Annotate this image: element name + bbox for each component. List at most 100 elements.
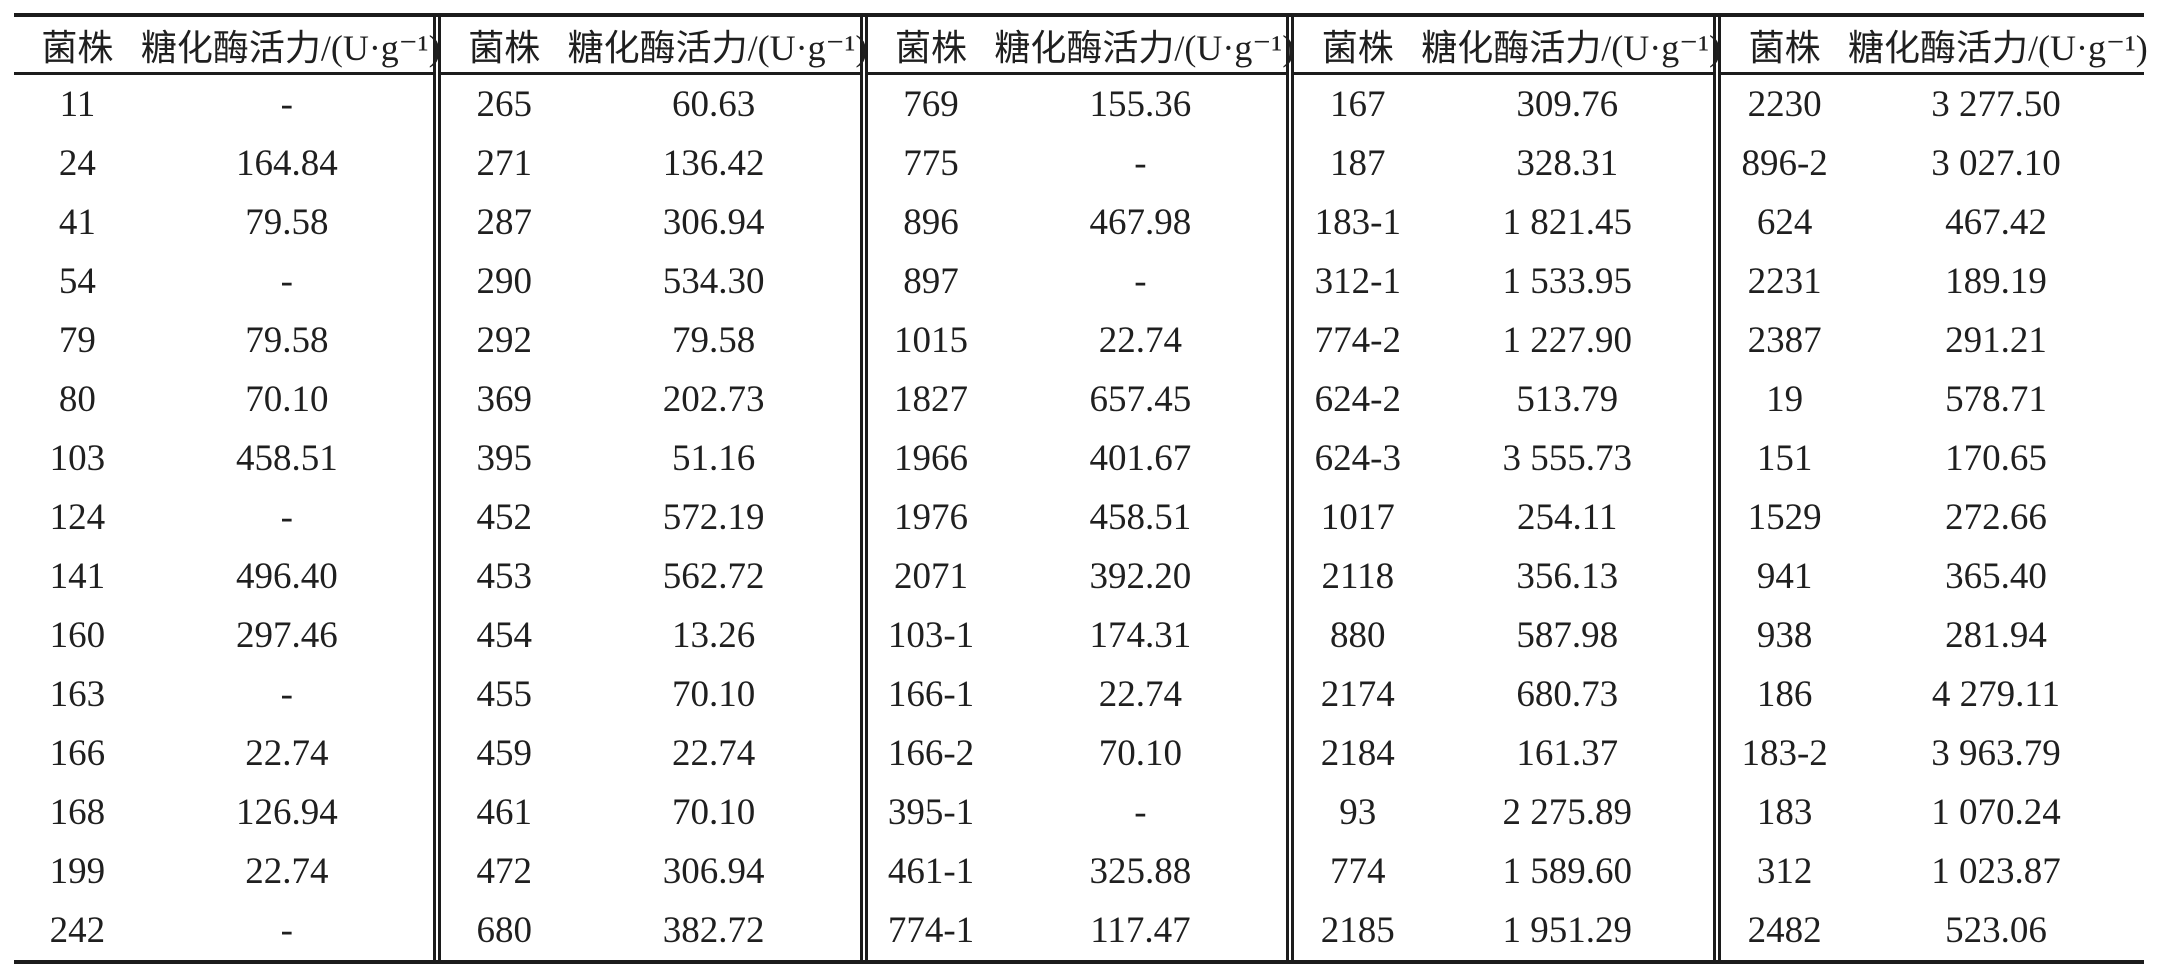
activity-header: 糖化酶活力/(U·g⁻¹) <box>567 17 867 75</box>
table-row: 774-2 1 227.90 <box>1294 311 1717 370</box>
table-row: 11 - <box>14 74 437 135</box>
table-row: 395-1 - <box>868 783 1291 842</box>
table-row: 166-2 70.10 <box>868 724 1291 783</box>
table-row: 472 306.94 <box>441 842 864 901</box>
strain-cell: 897 <box>903 261 959 302</box>
strain-header: 菌株 <box>867 17 995 75</box>
strain-cell: 455 <box>476 674 532 715</box>
activity-cell: - <box>280 84 293 125</box>
table-row: 2387 291.21 <box>1721 311 2144 370</box>
activity-cell: 2 275.89 <box>1502 792 1632 833</box>
activity-cell: 680.73 <box>1516 674 1619 715</box>
activity-cell: 523.06 <box>1945 910 2047 951</box>
table-row: 2174 680.73 <box>1294 665 1717 724</box>
header-row: 菌株 糖化酶活力/(U·g⁻¹) <box>440 17 867 75</box>
activity-cell: 467.98 <box>1089 202 1192 243</box>
activity-cell: 164.84 <box>235 143 338 184</box>
strain-cell: 151 <box>1756 438 1813 479</box>
strain-cell: 141 <box>49 556 106 597</box>
table-row: 2118 356.13 <box>1294 547 1717 606</box>
strain-cell: 54 <box>58 261 96 302</box>
strain-cell: 459 <box>476 733 532 774</box>
table-row: 2071 392.20 <box>868 547 1291 606</box>
strain-cell: 774 <box>1330 851 1386 892</box>
table-row: 186 4 279.11 <box>1721 665 2144 724</box>
table-group-5: 菌株 糖化酶活力/(U·g⁻¹) 2230 3 277.50 896-2 3 027.… <box>1721 17 2148 961</box>
strain-cell: 24 <box>58 143 96 184</box>
activity-header: 糖化酶活力/(U·g⁻¹) <box>994 17 1294 75</box>
activity-cell: 4 279.11 <box>1931 674 2061 715</box>
activity-cell: - <box>1134 261 1147 302</box>
activity-cell: - <box>280 261 293 302</box>
activity-cell: 202.73 <box>662 379 765 420</box>
strain-cell: 461-1 <box>887 851 975 892</box>
strain-cell: 80 <box>58 379 96 420</box>
strain-cell: 242 <box>49 910 106 951</box>
activity-cell: 392.20 <box>1089 556 1192 597</box>
table-row: 452 572.19 <box>441 488 864 547</box>
table-body: 167 309.76 187 328.31 183-1 1 821.45 312-1 1 53… <box>1294 74 1717 961</box>
activity-cell: 117.47 <box>1090 910 1191 951</box>
strain-cell: 453 <box>476 556 532 597</box>
strain-cell: 290 <box>476 261 532 302</box>
table-row: 774 1 589.60 <box>1294 842 1717 901</box>
table-row: 1976 458.51 <box>868 488 1291 547</box>
strain-cell: 167 <box>1330 84 1386 125</box>
table-body: 2230 3 277.50 896-2 3 027.10 624 467.42 2231 18… <box>1721 74 2144 961</box>
strain-cell: 452 <box>476 497 532 538</box>
strain-header: 菌株 <box>1721 17 1849 75</box>
table-row: 271 136.42 <box>441 134 864 193</box>
activity-cell: 22.74 <box>245 851 329 892</box>
activity-cell: 126.94 <box>235 792 338 833</box>
activity-cell: 578.71 <box>1945 379 2047 420</box>
activity-cell: 496.40 <box>235 556 338 597</box>
activity-cell: 325.88 <box>1089 851 1192 892</box>
header-row: 菌株 糖化酶活力/(U·g⁻¹) <box>1721 17 2148 75</box>
strain-cell: 624-2 <box>1314 379 1401 420</box>
activity-header: 糖化酶活力/(U·g⁻¹) <box>1421 17 1721 75</box>
table-group-4: 菌株 糖化酶活力/(U·g⁻¹) 167 309.76 187 328.31 183-1… <box>1294 17 1722 961</box>
table-body: 11 - 24 164.84 41 79.58 54 - 79 79.58 80 70.10 103 45… <box>14 74 437 961</box>
activity-cell: 79.58 <box>245 202 329 243</box>
glucoamylase-activity-table: 菌株 糖化酶活力/(U·g⁻¹) 11 - 24 164.84 41 79.58 54 - 79… <box>14 13 2148 964</box>
table-row: 163 - <box>14 665 437 724</box>
activity-cell: 1 533.95 <box>1502 261 1632 302</box>
activity-cell: 1 227.90 <box>1502 320 1632 361</box>
activity-cell: 513.79 <box>1516 379 1619 420</box>
strain-cell: 395 <box>476 438 532 479</box>
table-row: 1017 254.11 <box>1294 488 1717 547</box>
table-row: 459 22.74 <box>441 724 864 783</box>
table-group-3: 菌株 糖化酶活力/(U·g⁻¹) 769 155.36 775-896 467.98 8… <box>867 17 1295 960</box>
strain-cell: 941 <box>1756 556 1813 597</box>
table-group-2: 菌株 糖化酶活力/(U·g⁻¹) 265 60.63 271 136.42 287 306… <box>440 17 868 960</box>
table-row: 183-1 1 821.45 <box>1294 193 1717 252</box>
table-row: 453 562.72 <box>441 547 864 606</box>
activity-cell: 272.66 <box>1945 497 2047 538</box>
activity-cell: 22.74 <box>1098 674 1183 715</box>
table-row: 897 - <box>868 252 1291 311</box>
table-row: 166 22.74 <box>14 724 437 783</box>
activity-cell: 136.42 <box>662 143 765 184</box>
strain-cell: 2174 <box>1320 674 1395 715</box>
activity-cell: 22.74 <box>671 733 756 774</box>
activity-cell: - <box>280 497 293 538</box>
table-row: 1827 657.45 <box>868 370 1291 429</box>
table-row: 54 - <box>14 252 437 311</box>
activity-cell: 13.26 <box>671 615 756 656</box>
strain-cell: 160 <box>49 615 106 656</box>
table-row: 775 - <box>868 134 1291 193</box>
table-row: 1529 272.66 <box>1721 488 2144 547</box>
table-row: 141 496.40 <box>14 547 437 606</box>
table-row: 19 578.71 <box>1721 370 2144 429</box>
strain-cell: 461 <box>476 792 532 833</box>
strain-cell: 2231 <box>1747 261 1822 302</box>
activity-cell: 3 027.10 <box>1931 143 2061 184</box>
table-row: 103 458.51 <box>14 429 437 488</box>
table-row: 312-1 1 533.95 <box>1294 252 1717 311</box>
table-row: 2184 161.37 <box>1294 724 1717 783</box>
strain-cell: 369 <box>476 379 532 420</box>
table-row: 369 202.73 <box>441 370 864 429</box>
table-row: 1966 401.67 <box>868 429 1291 488</box>
strain-cell: 624 <box>1756 202 1813 243</box>
strain-cell: 1827 <box>894 379 968 420</box>
